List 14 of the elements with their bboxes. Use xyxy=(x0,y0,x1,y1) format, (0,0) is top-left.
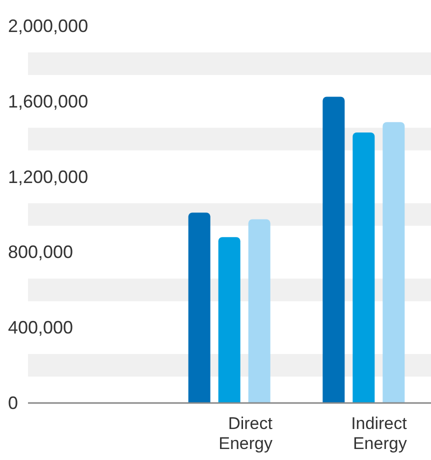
bar xyxy=(188,212,210,403)
bar xyxy=(218,237,240,403)
bar xyxy=(322,96,345,403)
bar xyxy=(352,132,375,403)
y-tick-label: 2,000,000 xyxy=(8,16,88,36)
y-tick-label: 800,000 xyxy=(8,242,74,262)
y-tick-label: 0 xyxy=(8,393,18,413)
y-tick-label: 400,000 xyxy=(8,318,74,338)
x-tick-label: Direct Energy xyxy=(218,414,273,453)
y-tick-label: 1,200,000 xyxy=(8,166,88,187)
bar xyxy=(382,122,405,403)
y-tick-label: 1,600,000 xyxy=(8,91,88,112)
x-tick-label: Indirect Energy xyxy=(351,414,408,453)
bar xyxy=(248,219,270,403)
